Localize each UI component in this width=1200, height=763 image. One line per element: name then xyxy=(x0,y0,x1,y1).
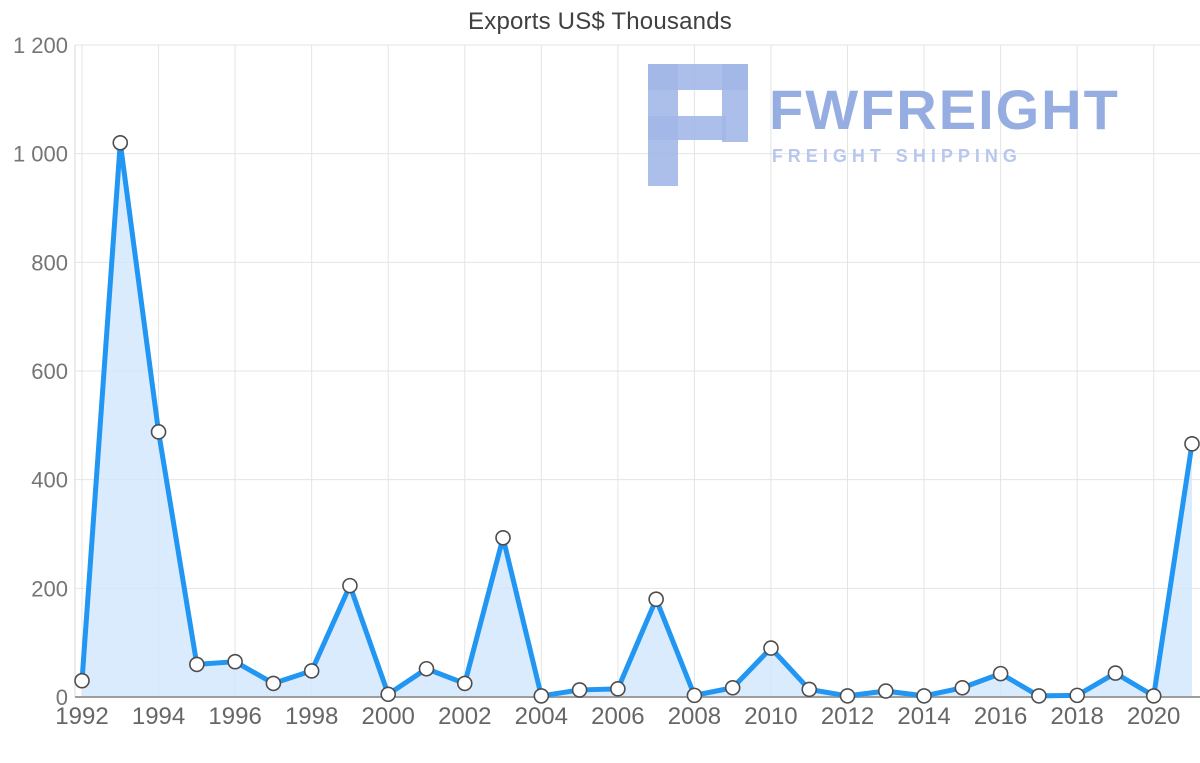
data-point[interactable] xyxy=(150,424,167,440)
data-point[interactable] xyxy=(610,681,626,697)
x-tick-label: 2014 xyxy=(897,703,950,730)
data-point[interactable] xyxy=(801,681,818,698)
area-fill xyxy=(82,142,1192,698)
data-point[interactable] xyxy=(1031,688,1047,704)
series-line xyxy=(79,140,1195,699)
x-tick-label: 2010 xyxy=(744,703,797,730)
x-tick-label: 2020 xyxy=(1127,703,1180,730)
x-tick-label: 2008 xyxy=(668,703,721,730)
y-tick-label: 1 000 xyxy=(13,142,68,167)
x-tick-label: 1992 xyxy=(55,703,108,730)
data-point[interactable] xyxy=(342,577,358,594)
x-tick-label: 2018 xyxy=(1050,703,1103,730)
data-point[interactable] xyxy=(380,686,397,703)
data-point[interactable] xyxy=(112,135,129,151)
data-point[interactable] xyxy=(189,656,205,673)
data-point[interactable] xyxy=(74,672,90,689)
data-point[interactable] xyxy=(1069,687,1085,704)
data-point[interactable] xyxy=(227,653,243,670)
data-point[interactable] xyxy=(495,530,511,546)
data-point[interactable] xyxy=(1184,436,1200,452)
data-point[interactable] xyxy=(418,660,435,677)
y-tick-label: 600 xyxy=(31,359,68,384)
data-point[interactable] xyxy=(686,687,703,704)
y-tick-label: 400 xyxy=(31,468,68,493)
data-point[interactable] xyxy=(992,665,1009,682)
y-tick-label: 200 xyxy=(31,576,68,601)
data-point[interactable] xyxy=(456,675,473,692)
data-point[interactable] xyxy=(763,640,779,656)
y-tick-label: 800 xyxy=(31,250,68,275)
data-point[interactable] xyxy=(877,683,894,699)
data-point[interactable] xyxy=(839,688,856,704)
x-tick-label: 2012 xyxy=(821,703,874,730)
data-point[interactable] xyxy=(265,675,282,692)
x-tick-label: 1998 xyxy=(285,703,338,730)
data-point[interactable] xyxy=(1107,665,1124,681)
data-point[interactable] xyxy=(724,679,741,696)
data-point[interactable] xyxy=(1145,688,1162,704)
y-tick-label: 1 200 xyxy=(13,33,68,58)
data-point[interactable] xyxy=(916,688,932,704)
x-tick-label: 2002 xyxy=(438,703,491,730)
chart-title: Exports US$ Thousands xyxy=(468,8,732,35)
y-tick-label: 0 xyxy=(56,685,68,710)
data-point[interactable] xyxy=(954,679,971,696)
x-tick-label: 2016 xyxy=(974,703,1027,730)
data-point[interactable] xyxy=(571,682,588,698)
data-point[interactable] xyxy=(648,591,664,608)
x-tick-label: 1996 xyxy=(208,703,261,730)
x-tick-label: 2006 xyxy=(591,703,644,730)
data-point[interactable] xyxy=(533,688,550,704)
x-tick-label: 2004 xyxy=(515,703,568,730)
x-tick-label: 1994 xyxy=(132,703,185,730)
data-point[interactable] xyxy=(303,663,320,679)
x-tick-label: 2000 xyxy=(362,703,415,730)
